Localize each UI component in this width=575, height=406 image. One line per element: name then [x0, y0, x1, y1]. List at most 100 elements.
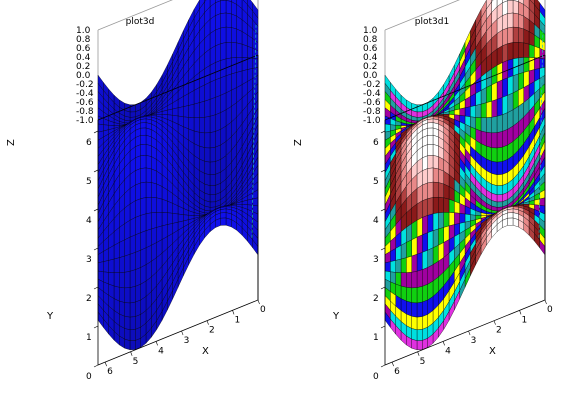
surface-facet: [518, 42, 524, 59]
x-tick-mark: [130, 351, 133, 356]
y-tick-label: 2: [373, 294, 379, 304]
y-tick-mark: [380, 169, 386, 173]
surface-facet: [496, 131, 503, 149]
surface-facet: [486, 100, 492, 118]
surface-facet: [220, 12, 227, 29]
x-tick-mark: [257, 299, 260, 305]
surface-facet: [422, 299, 428, 317]
y-tick-label: 6: [86, 138, 92, 148]
x-tick-mark: [232, 310, 235, 315]
surface-facet: [507, 0, 514, 14]
surface-facet: [427, 197, 434, 216]
surface-facet: [167, 108, 173, 116]
surface-facet: [496, 79, 503, 100]
surface-facet: [491, 116, 498, 134]
surface-facet: [432, 212, 439, 231]
surface-facet: [220, 208, 227, 214]
surface-facet: [135, 144, 141, 159]
surface-facet: [209, 185, 216, 195]
surface-facet: [140, 197, 147, 216]
box-edge-guide: [538, 24, 544, 238]
x-tick-label: 5: [133, 357, 139, 367]
surface-facet: [539, 197, 546, 207]
z-tick-label: 0.2: [363, 62, 377, 72]
surface-facet: [151, 227, 157, 246]
y-tick-mark: [93, 364, 99, 368]
surface-facet: [400, 272, 407, 288]
surface-facet: [443, 197, 450, 213]
surface-facet: [140, 181, 147, 199]
surface-facet: [231, 13, 237, 30]
x-axis-label: X: [202, 346, 209, 357]
surface-facet: [215, 129, 221, 148]
surface-facet: [438, 212, 444, 230]
x-tick-label: 0: [260, 305, 266, 315]
surface-facet: [124, 287, 131, 304]
x-tick-label: 6: [107, 367, 113, 377]
surface-facet: [422, 144, 428, 159]
surface-facet: [411, 302, 418, 318]
surface-facet: [507, 109, 514, 130]
x-tick-label: 5: [420, 357, 426, 367]
surface-facet: [400, 257, 407, 273]
surface-facet: [225, 0, 232, 15]
surface-facet: [518, 13, 524, 30]
surface-facet: [496, 161, 503, 175]
surface-facet: [225, 73, 232, 94]
surface-facet: [124, 219, 131, 241]
surface-facet: [518, 72, 524, 91]
surface-facet: [161, 212, 168, 227]
surface-facet: [512, 42, 519, 60]
surface-facet: [199, 132, 205, 148]
surface-facet: [518, 27, 524, 44]
y-tick-mark: [93, 286, 99, 290]
y-tick-mark: [380, 325, 386, 329]
surface-facet: [145, 228, 152, 249]
x-tick-label: 2: [496, 326, 502, 336]
box-edge-front: [97, 299, 259, 366]
surface-facet: [124, 254, 131, 273]
surface-facet: [209, 114, 216, 133]
surface-facet: [502, 13, 508, 31]
surface-facet: [225, 42, 232, 60]
z-tick-label: -0.4: [363, 89, 381, 99]
surface-facet: [454, 108, 460, 116]
surface-facet: [528, 43, 535, 58]
surface-facet: [215, 159, 221, 175]
surface-facet: [129, 217, 136, 238]
z-tick-label: -1.0: [363, 116, 381, 126]
surface-facet: [422, 314, 428, 330]
surface-facet: [438, 168, 444, 185]
x-tick-mark: [468, 330, 471, 336]
x-tick-mark: [493, 320, 496, 325]
surface-facet: [448, 198, 455, 213]
surface-facet: [113, 242, 120, 260]
surface-facet: [145, 197, 152, 215]
surface-facet: [124, 271, 131, 289]
y-tick-mark: [380, 247, 386, 251]
axis-box-front: [384, 24, 546, 366]
surface-facet: [475, 103, 482, 118]
y-tick-label: 6: [373, 138, 379, 148]
surface-facet: [486, 132, 492, 148]
surface-facet: [209, 146, 216, 163]
surface-facet: [438, 227, 444, 246]
x-tick-label: 6: [394, 367, 400, 377]
z-tick-label: 0.8: [363, 35, 378, 45]
surface-facet: [135, 249, 141, 270]
surface-facet: [512, 217, 519, 228]
y-tick-label: 5: [373, 177, 379, 187]
surface-facet: [140, 264, 147, 285]
surface-facet: [523, 42, 530, 58]
surface-facet: [432, 181, 439, 198]
surface-facet: [395, 258, 402, 273]
surface-facet: [406, 300, 412, 317]
z-tick-label: 0.2: [76, 62, 90, 72]
y-tick-mark: [380, 130, 386, 134]
surface-facet: [119, 255, 125, 273]
axis-box-front: [97, 24, 259, 366]
surface-facet: [247, 198, 253, 206]
surface-facet: [151, 182, 157, 198]
surface-facet: [209, 174, 216, 186]
surface-facet: [129, 200, 136, 221]
